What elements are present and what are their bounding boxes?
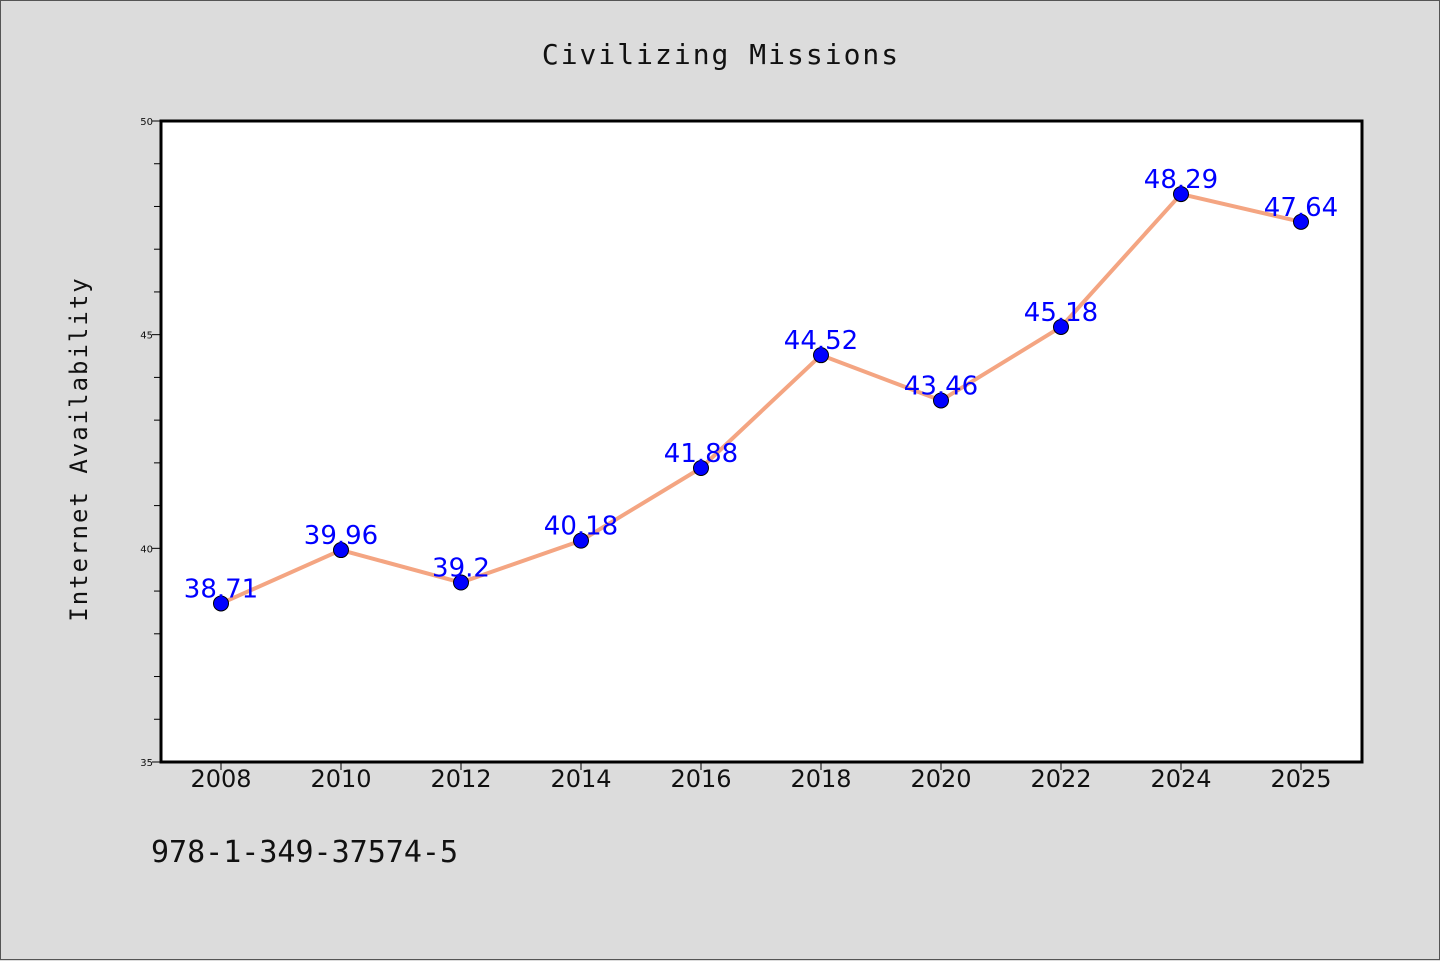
data-point: [1293, 213, 1309, 230]
data-point: [573, 532, 589, 549]
x-tick-label: 2024: [1150, 765, 1211, 793]
data-point: [813, 347, 829, 364]
y-tick-label: 40: [140, 544, 153, 555]
data-point: [1173, 186, 1189, 203]
x-tick-label: 2020: [910, 765, 971, 793]
chart-title: Civilizing Missions: [542, 38, 900, 71]
y-tick-label: 50: [140, 117, 153, 128]
data-point: [333, 542, 349, 559]
x-tick-label: 2014: [550, 765, 611, 793]
data-label: 38.71: [184, 574, 258, 604]
series-line: [219, 192, 1303, 606]
y-tick-label: 35: [140, 758, 153, 769]
y-axis-ticks: 35 40 45 50: [140, 117, 161, 769]
plot-frame: [159, 119, 1364, 764]
data-label: 47.64: [1264, 193, 1338, 223]
data-point: [453, 574, 469, 591]
data-label: 41.88: [664, 439, 738, 469]
x-tick-label: 2012: [430, 765, 491, 793]
data-label: 45.18: [1024, 298, 1098, 328]
x-tick-label: 2010: [310, 765, 371, 793]
x-tick-label: 2008: [190, 765, 251, 793]
x-tick-label: 2018: [790, 765, 851, 793]
data-label: 44.52: [784, 326, 858, 356]
data-point: [933, 392, 949, 409]
data-label: 39.96: [304, 521, 378, 551]
x-axis-ticks: 2008 2010 2012 2014 2016 2018 2020 2022 2024 2025: [190, 762, 1332, 793]
data-label: 40.18: [544, 512, 618, 542]
x-tick-label: 2025: [1270, 765, 1331, 793]
x-tick-label: 2016: [670, 765, 731, 793]
plot-area: [161, 121, 1362, 762]
data-point: [693, 459, 709, 476]
y-axis-label: Internet Availability: [65, 276, 93, 621]
data-labels: 38.71 39.96 39.2 40.18 41.88 44.52 43.46 45.18 4…: [184, 165, 1338, 604]
x-tick-label: 2022: [1030, 765, 1091, 793]
series-markers: [213, 186, 1309, 612]
data-point: [1053, 318, 1069, 335]
data-label: 39.2: [432, 554, 490, 584]
y-tick-label: 45: [140, 331, 153, 342]
data-label: 43.46: [904, 371, 978, 401]
data-label: 48.29: [1144, 165, 1218, 195]
data-point: [213, 595, 229, 612]
isbn-text: 978-1-349-37574-5: [151, 835, 459, 870]
